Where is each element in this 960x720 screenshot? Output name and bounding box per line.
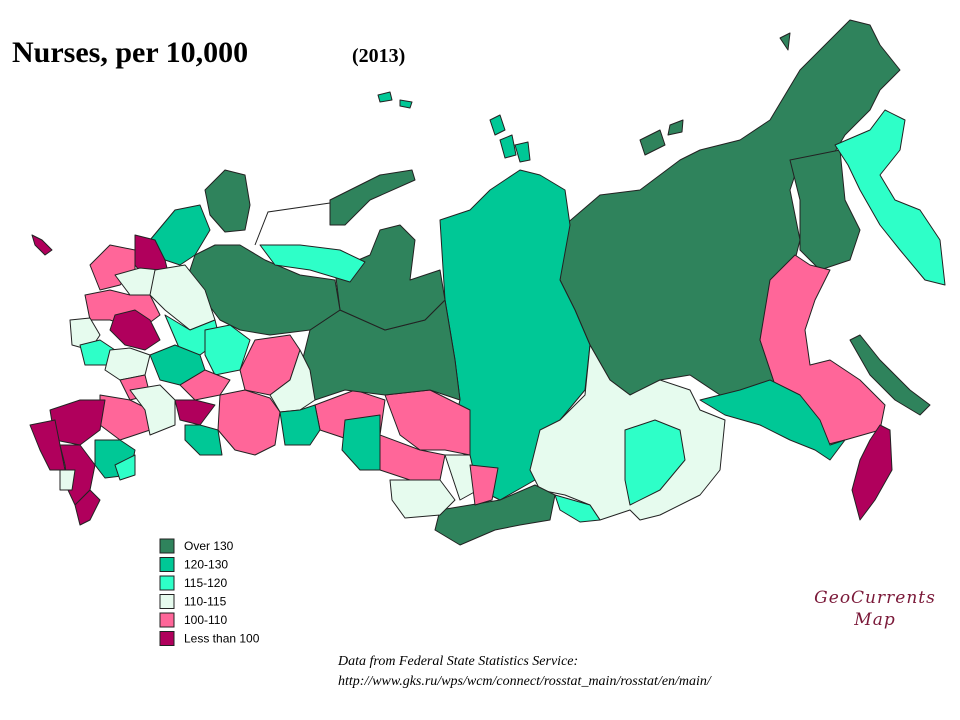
region xyxy=(279,404,321,446)
region xyxy=(334,224,446,331)
legend-swatch xyxy=(159,631,175,646)
legend-label: 120-130 xyxy=(184,558,228,572)
region xyxy=(389,479,456,519)
region xyxy=(31,234,53,256)
source: Data from Federal State Statistics Servi… xyxy=(337,654,578,669)
region xyxy=(779,32,791,51)
region xyxy=(639,129,666,156)
region xyxy=(204,169,251,233)
credit: GeoCurrents xyxy=(814,588,936,608)
region xyxy=(849,334,931,416)
legend-label: 100-110 xyxy=(184,613,227,627)
legend-swatch xyxy=(159,575,175,591)
legend-label: Less than 100 xyxy=(184,632,260,646)
region xyxy=(851,424,893,521)
source-url: http://www.gks.ru/wps/wcm/connect/rossta… xyxy=(338,674,712,689)
region xyxy=(129,384,176,436)
region xyxy=(789,149,861,271)
credit: Map xyxy=(853,610,895,630)
region xyxy=(174,399,216,426)
leader-line xyxy=(254,202,331,246)
region xyxy=(377,91,393,103)
legend-label: 115-120 xyxy=(184,576,227,590)
region xyxy=(834,109,946,286)
region xyxy=(149,204,211,266)
region xyxy=(699,379,846,461)
subtitle: (2013) xyxy=(352,45,405,67)
region xyxy=(384,389,471,456)
region xyxy=(469,464,499,506)
legend-swatch xyxy=(159,557,175,572)
legend-swatch xyxy=(159,612,175,628)
region xyxy=(499,134,517,159)
region xyxy=(217,389,281,456)
region xyxy=(109,309,161,351)
legend: Over 130 120-130 115-120 110-115 100-110 Less… xyxy=(159,538,260,646)
legend-swatch xyxy=(159,594,175,609)
region xyxy=(204,324,251,376)
russia-map xyxy=(29,19,946,546)
region xyxy=(259,244,366,283)
legend-label: 110-115 xyxy=(184,595,227,609)
region xyxy=(74,489,101,526)
region xyxy=(667,119,684,136)
region xyxy=(624,419,686,506)
region xyxy=(489,114,506,136)
region xyxy=(179,369,231,401)
region xyxy=(554,494,601,523)
region xyxy=(59,469,76,491)
region xyxy=(184,424,223,456)
legend-label: Over 130 xyxy=(184,539,234,553)
region xyxy=(341,414,381,471)
region xyxy=(399,99,413,109)
region xyxy=(114,454,136,481)
region xyxy=(514,141,531,163)
title: Nurses, per 10,000 xyxy=(12,36,248,69)
region xyxy=(434,484,556,546)
legend-swatch xyxy=(159,538,175,554)
region xyxy=(329,169,416,226)
